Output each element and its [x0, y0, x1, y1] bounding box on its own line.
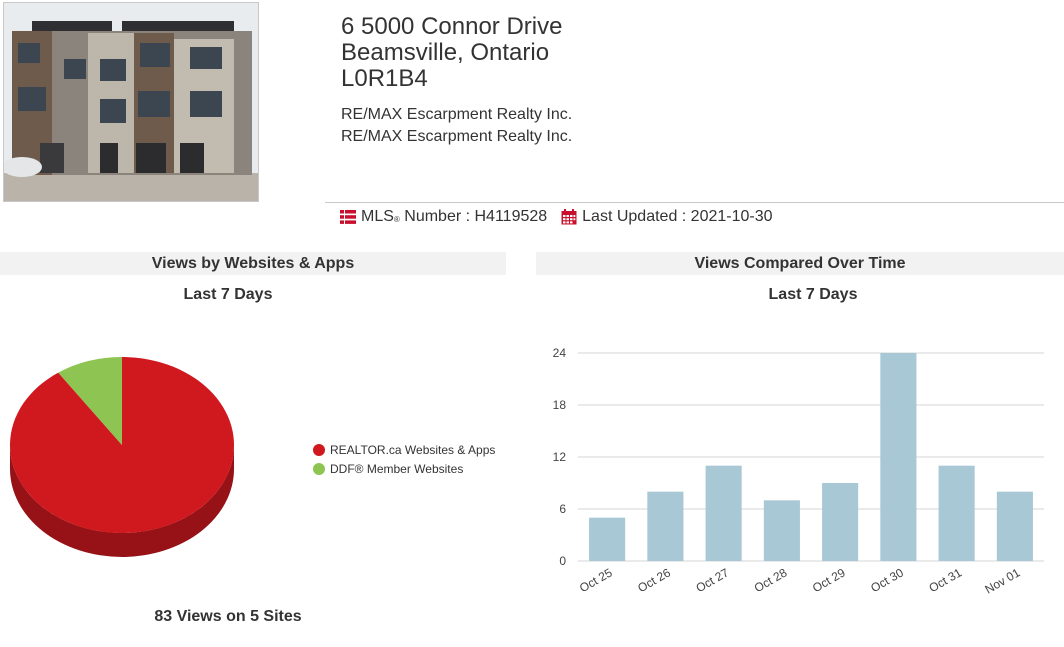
- bar[interactable]: Oct 29: 9: [822, 483, 859, 561]
- legend-item[interactable]: REALTOR.ca Websites & Apps: [313, 440, 495, 459]
- views-summary: 83 Views on 5 Sites: [154, 608, 302, 625]
- x-tick-label: Oct 29: [810, 565, 848, 595]
- brokerage-name: RE/MAX Escarpment Realty Inc.: [341, 128, 573, 145]
- y-tick-label: 24: [553, 346, 567, 360]
- pie-slice[interactable]: DDF® Member Websites: 8: [58, 357, 122, 445]
- y-tick-label: 6: [559, 502, 566, 516]
- y-tick-label: 12: [553, 450, 567, 464]
- bar[interactable]: Oct 30: 24: [880, 353, 917, 561]
- pie-panel-title: Views by Websites & Apps: [0, 252, 506, 275]
- legend-swatch: [313, 462, 325, 475]
- x-tick-label: Oct 27: [694, 565, 732, 595]
- pie-chart-svg: REALTOR.ca Websites & Apps: 75DDF® Membe…: [9, 357, 235, 557]
- bar-chart: 0 6 12 18 24 Oct 25: 5 Oct 25 Oct 26: 8 Oct 26 Oc…: [540, 336, 1064, 616]
- bar[interactable]: Oct 26: 8: [647, 491, 684, 561]
- last-updated-label: Last Updated :: [582, 208, 691, 225]
- listing-meta-divider: [325, 202, 1064, 232]
- x-tick-label: Oct 28: [752, 565, 790, 595]
- pie-panel-subtitle: Last 7 Days: [183, 286, 273, 303]
- x-tick-label: Oct 30: [868, 565, 906, 595]
- townhouse-image: [4, 3, 258, 201]
- x-tick-label: Nov 01: [982, 565, 1022, 596]
- pie-legend: REALTOR.ca Websites & Apps DDF® Member We…: [313, 440, 495, 478]
- postal-code: L0R1B4: [341, 65, 428, 92]
- x-tick-label: Oct 26: [635, 565, 673, 595]
- bar[interactable]: Oct 31: 11: [938, 465, 975, 561]
- registered-mark: ®: [393, 214, 400, 224]
- listing-meta: MLS ® Number : H4119528 Last Updated : 20…: [340, 206, 787, 228]
- y-tick-label: 0: [559, 554, 566, 568]
- legend-label: DDF® Member Websites: [330, 461, 464, 476]
- bar[interactable]: Oct 25: 5: [589, 517, 626, 561]
- bar-chart-svg: 0 6 12 18 24 Oct 25: 5 Oct 25 Oct 26: 8 Oct 26 Oc…: [553, 346, 1044, 597]
- listing-photo[interactable]: [3, 2, 259, 202]
- mls-number: H4119528: [474, 208, 548, 225]
- x-tick-label: Oct 25: [577, 565, 615, 595]
- bar[interactable]: Oct 28: 7: [763, 500, 800, 561]
- mls-label-prefix: MLS: [361, 208, 394, 225]
- mls-number-group: MLS ® Number : H4119528: [340, 208, 547, 226]
- x-tick-label: Oct 31: [927, 565, 965, 595]
- bar[interactable]: Oct 27: 11: [705, 465, 742, 561]
- pie-slice-side: [10, 445, 234, 557]
- y-tick-label: 18: [553, 398, 567, 412]
- pie-chart: REALTOR.ca Websites & Apps: 75DDF® Membe…: [0, 340, 250, 570]
- last-updated-group: Last Updated : 2021-10-30: [561, 208, 773, 226]
- address-line-2: Beamsville, Ontario: [341, 39, 550, 66]
- calendar-icon: [561, 209, 577, 225]
- legend-label: REALTOR.ca Websites & Apps: [330, 442, 496, 457]
- listing-address: 6 5000 Connor Drive Beamsville, Ontario …: [341, 14, 562, 92]
- legend-swatch: [313, 443, 325, 456]
- bar[interactable]: Nov 01: 8: [996, 491, 1033, 561]
- bar-panel-subtitle: Last 7 Days: [768, 286, 858, 303]
- bar-panel-title: Views Compared Over Time: [536, 252, 1064, 275]
- mls-label-suffix: Number :: [399, 208, 475, 225]
- address-line-1: 6 5000 Connor Drive: [341, 13, 563, 40]
- legend-item[interactable]: DDF® Member Websites: [313, 459, 495, 478]
- list-icon: [340, 210, 356, 224]
- brokerage-name: RE/MAX Escarpment Realty Inc.: [341, 106, 573, 123]
- brokerage-list: RE/MAX Escarpment Realty Inc. RE/MAX Esc…: [341, 104, 572, 148]
- last-updated-date: 2021-10-30: [690, 208, 773, 225]
